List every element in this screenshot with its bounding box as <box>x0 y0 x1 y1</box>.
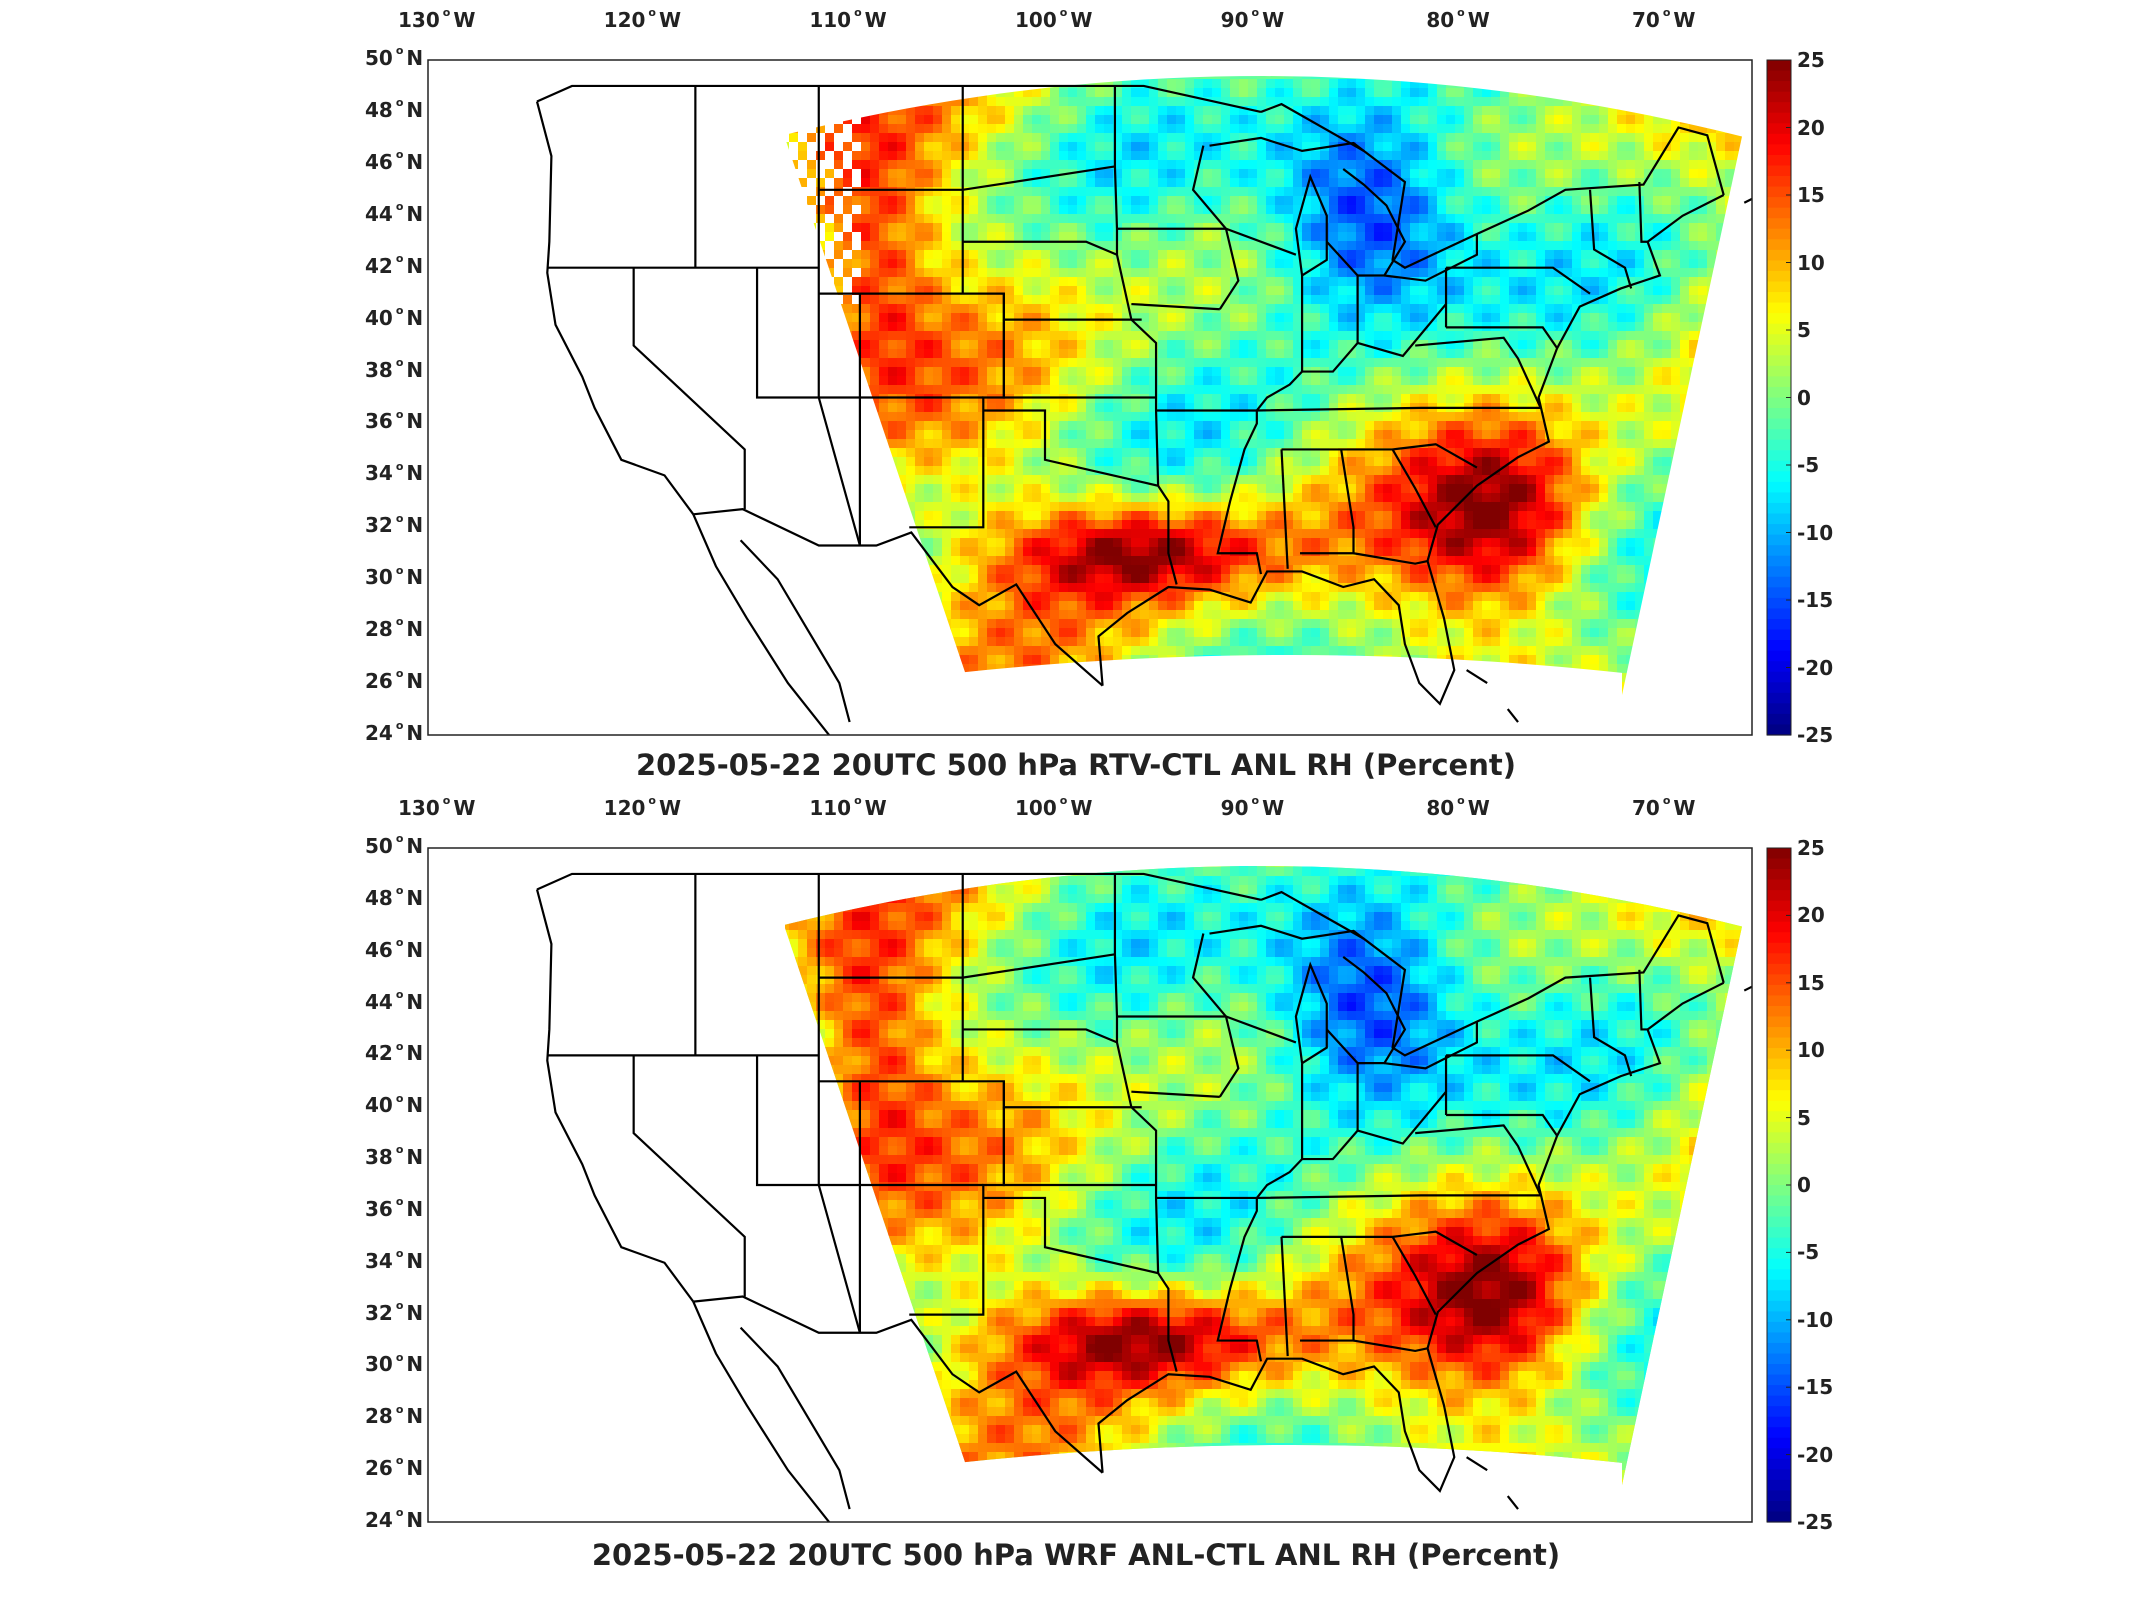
lon-tick-label: 100 o W <box>1015 794 1093 820</box>
colorbar-tick-label: -5 <box>1797 453 1820 477</box>
colorbar-tick-label: 5 <box>1797 318 1811 342</box>
lat-tick-label: 32 o N <box>365 1298 424 1325</box>
lon-tick-label: 70 o W <box>1632 6 1696 32</box>
lat-tick-label: 42 o N <box>365 1039 424 1066</box>
lat-tick-label: 38 o N <box>365 1143 424 1170</box>
lat-tick-label: 28 o N <box>365 615 424 642</box>
colorbar-tick-label: -5 <box>1797 1240 1820 1265</box>
colorbar-tick-label: -15 <box>1797 588 1834 612</box>
political-boundaries <box>535 84 1752 735</box>
political-boundaries <box>535 872 1752 1522</box>
colorbar-tick-label: -10 <box>1797 1307 1834 1332</box>
colorbar-tick-label: -15 <box>1797 1375 1834 1400</box>
axes-frame <box>427 847 1753 1523</box>
colorbar-tick-label: -10 <box>1797 520 1834 545</box>
colorbar <box>1766 847 1792 1523</box>
colorbar-tick-label: 20 <box>1797 115 1825 140</box>
colorbar-tick-label: 0 <box>1797 385 1811 410</box>
lat-tick-label: 32 o N <box>365 511 424 538</box>
lat-tick-label: 46 o N <box>365 148 424 174</box>
map-panel-rtv-ctl: 130 o W 120 o W 110 o W 100 o W 90 o W 80 o W 70 o W 50 o N 48 o N… <box>0 0 2133 790</box>
axes-frame <box>427 59 1753 736</box>
colorbar-tick-label: 0 <box>1797 1173 1811 1197</box>
lat-tick-label: 26 o N <box>365 1454 424 1481</box>
colorbar-tick-label: -25 <box>1797 723 1834 747</box>
lat-tick-label: 36 o N <box>365 407 424 434</box>
colorbar-tick-label: -20 <box>1797 655 1834 680</box>
lon-tick-label: 110 o W <box>809 794 887 820</box>
lat-tick-label: 34 o N <box>365 1247 424 1273</box>
lon-tick-label: 110 o W <box>809 6 887 32</box>
lat-tick-label: 50 o N <box>365 832 424 858</box>
lat-tick-label: 44 o N <box>365 200 424 226</box>
map-title: 2025-05-22 20UTC 500 hPa RTV-CTL ANL RH … <box>636 748 1516 782</box>
colorbar-tick-label: 5 <box>1797 1105 1811 1130</box>
lon-tick-label: 120 o W <box>603 794 682 820</box>
lat-tick-label: 48 o N <box>365 884 424 910</box>
colorbar <box>1766 59 1792 736</box>
colorbar-tick-label: 15 <box>1797 183 1825 207</box>
colorbar-tick-label: -20 <box>1797 1442 1834 1467</box>
lat-tick-label: 24 o N <box>365 719 424 745</box>
lon-tick-label: 130 o W <box>398 6 476 32</box>
lat-tick-label: 40 o N <box>365 1091 424 1118</box>
lon-tick-label: 90 o W <box>1220 794 1285 820</box>
lat-tick-label: 24 o N <box>365 1506 424 1532</box>
colorbar-tick-label: -25 <box>1797 1510 1834 1534</box>
lat-tick-label: 42 o N <box>365 252 424 278</box>
lon-tick-label: 90 o W <box>1220 6 1285 32</box>
colorbar-tick-label: 10 <box>1797 1038 1825 1063</box>
colorbar-tick-label: 10 <box>1797 250 1825 275</box>
colorbar-tick-label: 25 <box>1797 48 1825 72</box>
colorbar-tick-label: 20 <box>1797 903 1825 928</box>
colorbar-tick-label: 25 <box>1797 836 1825 860</box>
map-panel-wrf-anl-ctl: 130 o W 120 o W 110 o W 100 o W 90 o W 80 o W 70 o W 50 o N 48 o N… <box>0 790 2133 1600</box>
lat-tick-label: 28 o N <box>365 1402 424 1429</box>
lon-tick-label: 80 o W <box>1426 794 1490 820</box>
lat-tick-label: 30 o N <box>365 1350 424 1377</box>
lon-tick-label: 80 o W <box>1426 6 1490 32</box>
lon-tick-label: 70 o W <box>1632 794 1696 820</box>
lat-tick-label: 48 o N <box>365 96 424 122</box>
lon-tick-label: 120 o W <box>603 6 682 32</box>
lat-tick-label: 30 o N <box>365 563 424 590</box>
lat-tick-label: 34 o N <box>365 459 424 486</box>
lat-tick-label: 26 o N <box>365 667 424 694</box>
colorbar-tick-label: 15 <box>1797 970 1825 995</box>
lon-tick-label: 130 o W <box>398 794 476 820</box>
lat-tick-label: 40 o N <box>365 303 424 330</box>
lon-tick-label: 100 o W <box>1015 6 1093 32</box>
lat-tick-label: 50 o N <box>365 44 424 70</box>
lat-tick-label: 38 o N <box>365 355 424 382</box>
lat-tick-label: 46 o N <box>365 936 424 962</box>
lat-tick-label: 44 o N <box>365 987 424 1014</box>
lat-tick-label: 36 o N <box>365 1195 424 1221</box>
map-title: 2025-05-22 20UTC 500 hPa WRF ANL-CTL ANL… <box>591 1538 1561 1572</box>
